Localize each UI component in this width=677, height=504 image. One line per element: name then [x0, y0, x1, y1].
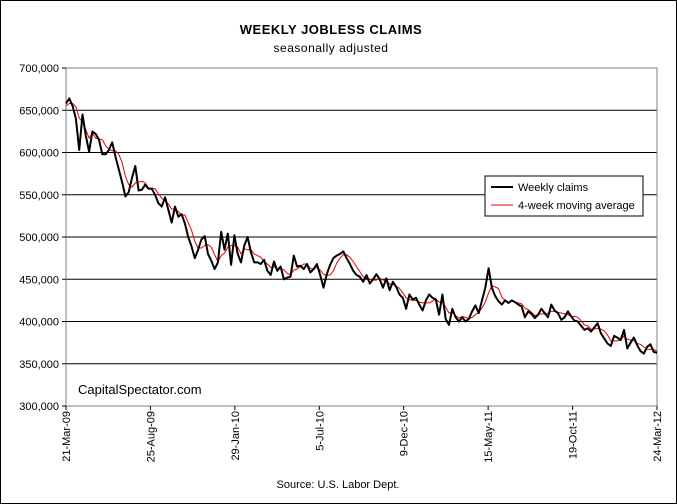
y-tick-label: 500,000 [19, 232, 59, 244]
series-line-weekly-claims [65, 97, 658, 355]
legend-label-average: 4-week moving average [518, 200, 635, 212]
series-layer [65, 97, 658, 355]
x-tick-label: 25-Aug-09 [145, 411, 157, 462]
x-axis: 21-Mar-09 25-Aug-09 29-Jan-10 5-Jul-10 9-Dec… [61, 406, 664, 463]
source-note: Source: U.S. Labor Dept. [277, 479, 400, 491]
x-tick-label: 29-Jan-10 [230, 411, 242, 461]
y-tick-label: 400,000 [19, 317, 59, 329]
legend: Weekly claims 4-week moving average [484, 175, 644, 217]
y-axis: 300,000 350,000 400,000 450,000 500,000 550,0… [19, 63, 66, 413]
x-tick-label: 9-Dec-10 [399, 411, 411, 456]
y-tick-label: 550,000 [19, 190, 59, 202]
gridlines [66, 109, 657, 365]
legend-box [484, 175, 644, 217]
y-tick-label: 300,000 [19, 401, 59, 413]
series-line-4-week-average [65, 103, 658, 352]
x-tick-label: 5-Jul-10 [314, 411, 326, 451]
y-tick-label: 650,000 [19, 105, 59, 117]
x-tick-label: 21-Mar-09 [61, 411, 73, 462]
chart-title: WEEKLY JOBLESS CLAIMS [240, 22, 422, 37]
y-tick-label: 450,000 [19, 274, 59, 286]
legend-label-weekly: Weekly claims [518, 182, 589, 194]
y-tick-label: 350,000 [19, 359, 59, 371]
x-tick-label: 19-Oct-11 [568, 411, 580, 459]
x-tick-label: 15-May-11 [483, 411, 495, 463]
x-tick-label: 24-Mar-12 [652, 411, 664, 462]
y-tick-label: 600,000 [19, 148, 59, 160]
chart-subtitle: seasonally adjusted [274, 41, 389, 55]
watermark: CapitalSpectator.com [78, 382, 202, 397]
y-tick-label: 700,000 [19, 63, 59, 75]
